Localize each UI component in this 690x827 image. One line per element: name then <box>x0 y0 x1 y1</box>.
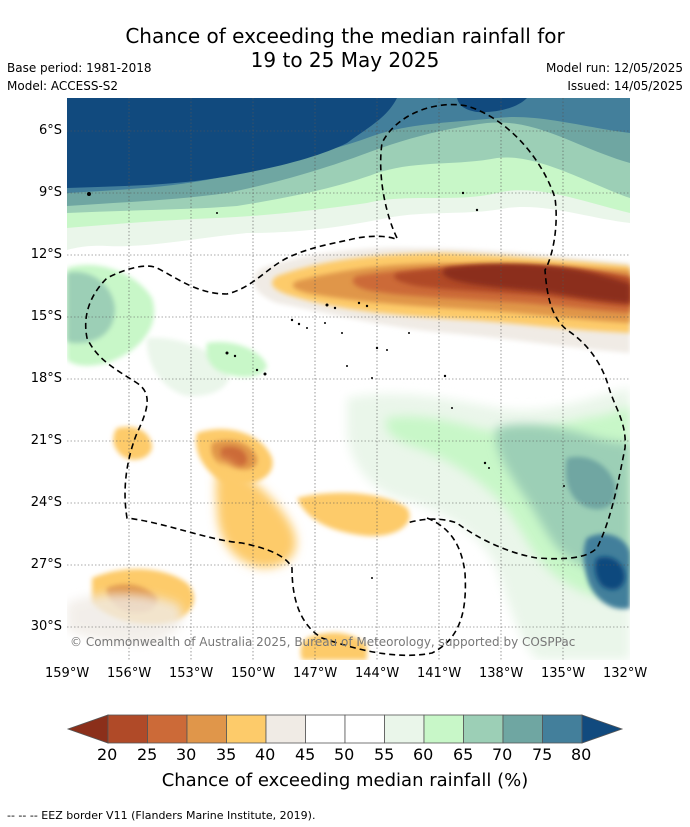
colorbar <box>66 714 624 744</box>
colorbar-cell <box>186 714 227 744</box>
lat-label: 12°S <box>30 247 62 262</box>
map-title-line1: Chance of exceeding the median rainfall … <box>125 24 565 48</box>
lon-label: 132°W <box>603 666 648 681</box>
colorbar-cell <box>502 714 543 744</box>
colorbar-tick: 75 <box>532 745 553 764</box>
colorbar-cell <box>463 714 504 744</box>
lon-label: 153°W <box>169 666 214 681</box>
base-period: Base period: 1981-2018 <box>7 61 152 75</box>
map-title-line2: 19 to 25 May 2025 <box>250 48 440 72</box>
islands <box>87 191 565 579</box>
eez-footnote: -- -- -- EEZ border V11 (Flanders Marine… <box>7 809 316 822</box>
colorbar-cell <box>384 714 425 744</box>
lon-label: 147°W <box>293 666 338 681</box>
lon-label: 159°W <box>45 666 90 681</box>
colorbar-tick: 35 <box>216 745 237 764</box>
lon-label: 135°W <box>541 666 586 681</box>
rainfall-field <box>67 98 630 660</box>
lon-label: 144°W <box>355 666 400 681</box>
lat-label: 24°S <box>30 495 62 510</box>
colorbar-tick: 20 <box>97 745 118 764</box>
colorbar-tick: 25 <box>137 745 158 764</box>
colorbar-tick: 65 <box>453 745 474 764</box>
rainfall-map: © Commonwealth of Australia 2025, Bureau… <box>67 98 630 660</box>
lat-label: 9°S <box>38 185 62 200</box>
colorbar-tick: 50 <box>334 745 355 764</box>
colorbar-tick: 30 <box>176 745 197 764</box>
lat-label: 15°S <box>30 309 62 324</box>
colorbar-cell <box>542 714 583 744</box>
colorbar-cell <box>305 714 346 744</box>
colorbar-label: Chance of exceeding median rainfall (%) <box>161 770 529 791</box>
colorbar-tick: 55 <box>374 745 395 764</box>
model-name: Model: ACCESS-S2 <box>7 79 119 93</box>
colorbar-tick: 40 <box>255 745 276 764</box>
colorbar-tick: 70 <box>492 745 513 764</box>
lon-label: 138°W <box>479 666 524 681</box>
colorbar-cells <box>107 714 583 744</box>
colorbar-cell <box>107 714 148 744</box>
colorbar-cell <box>226 714 267 744</box>
lat-label: 27°S <box>30 557 62 572</box>
issued-date: Issued: 14/05/2025 <box>567 79 683 93</box>
colorbar-arrow-high <box>581 714 624 744</box>
lon-label: 150°W <box>231 666 276 681</box>
lat-label: 30°S <box>30 619 62 634</box>
lat-label: 18°S <box>30 371 62 386</box>
lon-label: 156°W <box>107 666 152 681</box>
map-grid <box>67 98 630 660</box>
colorbar-cell <box>344 714 385 744</box>
colorbar-cell <box>147 714 188 744</box>
colorbar-tick: 45 <box>295 745 316 764</box>
lon-label: 141°W <box>417 666 462 681</box>
lat-label: 6°S <box>38 123 62 138</box>
lat-label: 21°S <box>30 433 62 448</box>
colorbar-arrow-low <box>66 714 109 744</box>
colorbar-cell <box>423 714 464 744</box>
copyright-notice: © Commonwealth of Australia 2025, Bureau… <box>70 635 575 649</box>
colorbar-tick: 80 <box>571 745 592 764</box>
colorbar-cell <box>265 714 306 744</box>
model-run: Model run: 12/05/2025 <box>545 61 683 75</box>
colorbar-tick: 60 <box>413 745 434 764</box>
eez-borders <box>84 103 626 657</box>
